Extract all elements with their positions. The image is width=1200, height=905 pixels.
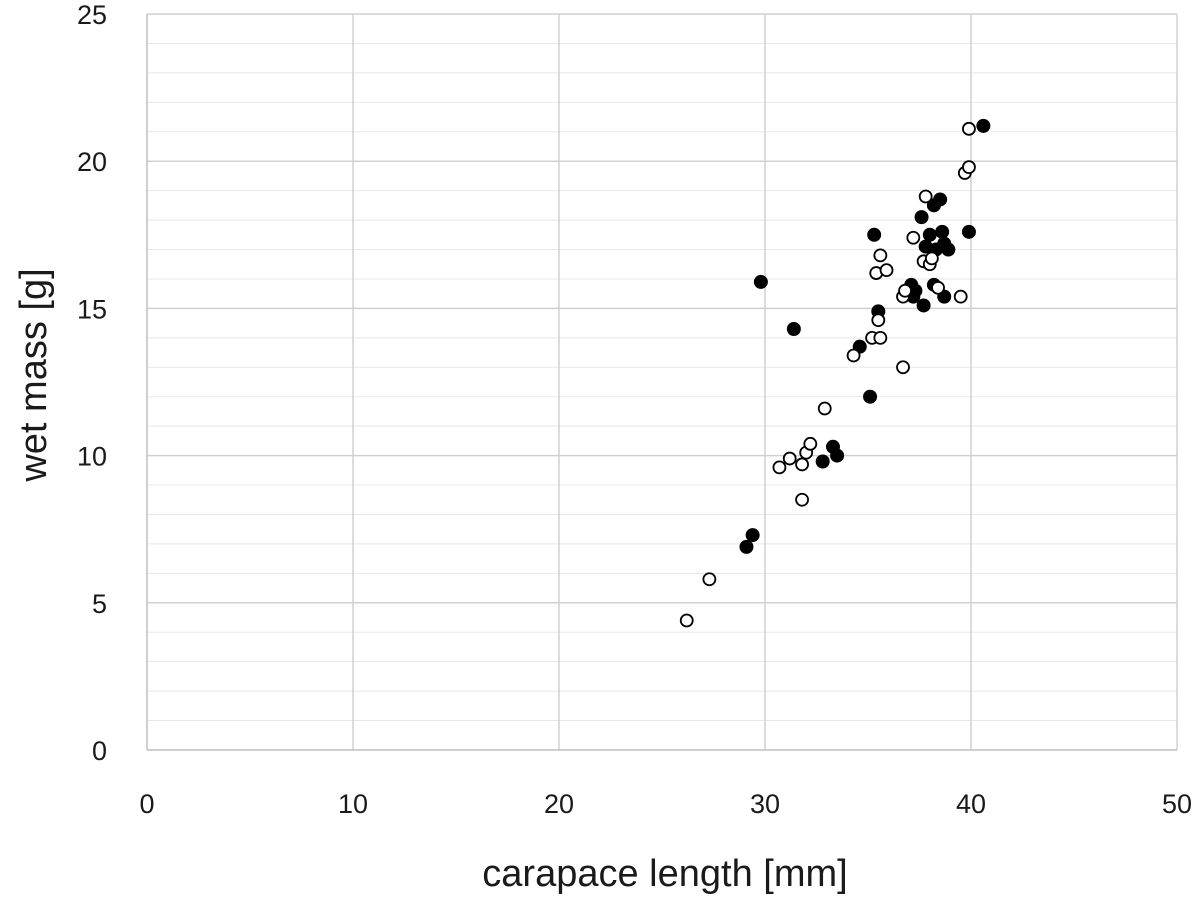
- open-data-point: [962, 160, 976, 174]
- open-data-point: [702, 572, 717, 587]
- filled-data-point: [933, 192, 948, 207]
- open-data-point: [782, 451, 797, 466]
- filled-data-point: [863, 389, 878, 404]
- open-data-point: [962, 121, 976, 136]
- filled-data-point: [739, 539, 754, 554]
- open-data-point: [795, 492, 809, 507]
- y-tick-label: 15: [77, 294, 107, 324]
- open-data-point: [953, 289, 968, 304]
- y-tick-label: 25: [77, 0, 107, 30]
- open-data-point: [803, 436, 818, 451]
- filled-data-point: [815, 454, 830, 469]
- open-data-point: [918, 189, 933, 204]
- filled-data-point: [922, 227, 937, 242]
- filled-data-point: [745, 528, 760, 543]
- filled-data-point: [830, 448, 845, 463]
- open-data-point: [896, 360, 910, 375]
- open-data-point: [879, 263, 894, 278]
- open-data-point: [795, 457, 809, 472]
- open-data-point: [931, 280, 945, 295]
- y-axis-tick-labels: 0 5 10 15 20 25: [77, 0, 107, 766]
- data-points: [679, 118, 991, 628]
- major-gridlines: [147, 13, 1178, 750]
- filled-data-point: [916, 298, 931, 313]
- open-data-point: [679, 613, 694, 628]
- x-tick-label: 40: [956, 789, 986, 819]
- filled-data-point: [935, 224, 950, 239]
- x-axis-title: carapace length [mm]: [482, 853, 847, 895]
- filled-data-point: [867, 227, 882, 242]
- open-data-point: [873, 330, 888, 345]
- filled-data-point: [961, 224, 976, 239]
- filled-data-point: [976, 118, 991, 133]
- open-data-point: [924, 251, 939, 266]
- x-axis-tick-labels: 0 10 20 30 40 50: [139, 789, 1192, 819]
- filled-data-point: [753, 274, 768, 289]
- filled-data-point: [941, 242, 956, 257]
- y-tick-label: 20: [77, 147, 107, 177]
- open-data-point: [898, 283, 912, 298]
- y-tick-label: 10: [77, 442, 107, 472]
- open-data-point: [871, 313, 886, 328]
- x-tick-label: 20: [544, 789, 574, 819]
- open-data-point: [772, 460, 787, 475]
- y-axis-title: wet mass [g]: [13, 268, 55, 482]
- x-tick-label: 30: [750, 789, 780, 819]
- x-tick-label: 0: [139, 789, 154, 819]
- y-tick-label: 5: [92, 589, 107, 619]
- filled-data-point: [914, 210, 929, 225]
- filled-data-point: [786, 322, 801, 337]
- open-data-point: [817, 401, 832, 416]
- open-data-point: [873, 248, 888, 263]
- minor-gridlines: [147, 42, 1177, 722]
- open-data-point: [906, 230, 921, 245]
- x-tick-label: 50: [1162, 789, 1192, 819]
- open-data-point: [846, 348, 861, 363]
- x-tick-label: 10: [338, 789, 368, 819]
- y-tick-label: 0: [92, 736, 107, 766]
